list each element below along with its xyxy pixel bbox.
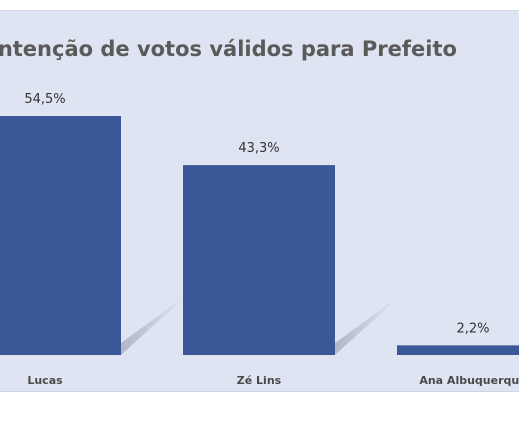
bar-ana-albuquerque	[397, 345, 519, 355]
bar-shadow-ze-lins	[335, 295, 401, 355]
category-label-lucas: Lucas	[27, 374, 63, 387]
data-label-lucas: 54,5%	[24, 92, 65, 107]
bar-shadow-lucas	[121, 295, 187, 355]
data-label-ze-lins: 43,3%	[238, 141, 279, 156]
bar-lucas	[0, 116, 121, 355]
chart-title: Intenção de votos válidos para Prefeito	[0, 37, 457, 61]
bar-ze-lins	[183, 165, 335, 355]
category-label-ana-albuquerque: Ana Albuquerque	[419, 374, 519, 387]
bar-chart-plot: 54,5% Lucas 43,3% Zé Lins 2,2% Ana Albuquerqu…	[0, 92, 519, 387]
category-label-ze-lins: Zé Lins	[237, 374, 282, 387]
chart-panel: Intenção de votos válidos para Prefeito …	[0, 10, 519, 392]
data-label-ana-albuquerque: 2,2%	[456, 321, 489, 336]
